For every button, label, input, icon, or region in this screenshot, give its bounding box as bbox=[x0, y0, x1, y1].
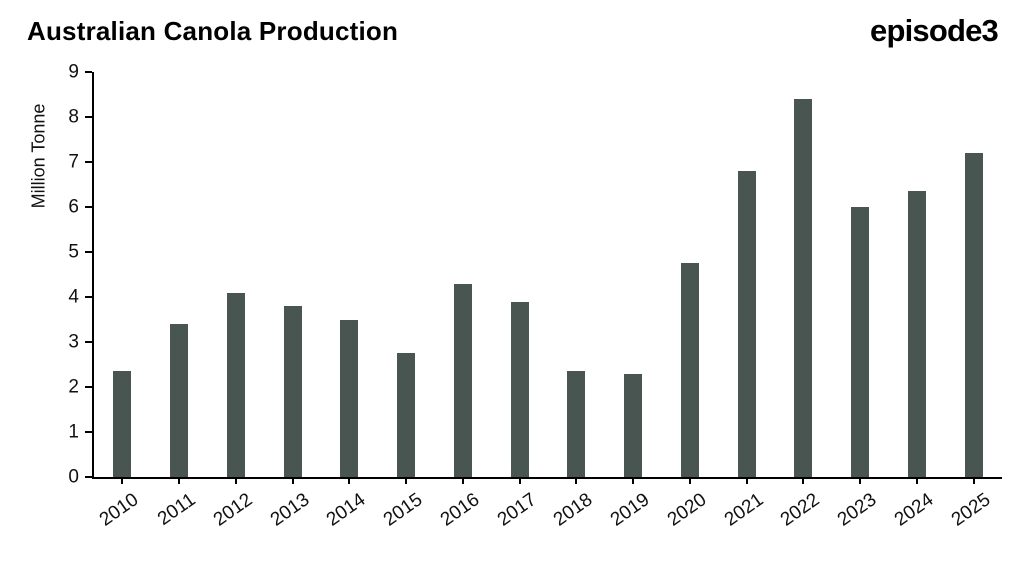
x-tick-label: 2011 bbox=[154, 489, 200, 530]
y-tick-mark bbox=[85, 251, 92, 253]
x-tick-label: 2024 bbox=[890, 489, 938, 531]
y-tick-label: 9 bbox=[68, 61, 79, 83]
x-tick-mark bbox=[915, 477, 918, 484]
bar-2010 bbox=[113, 371, 132, 477]
x-tick-label: 2015 bbox=[379, 489, 427, 531]
y-tick-mark bbox=[85, 71, 92, 73]
y-tick-mark bbox=[85, 161, 92, 163]
x-tick-label: 2019 bbox=[606, 489, 654, 531]
episode3-logo: episode3 bbox=[870, 13, 999, 48]
y-tick-label: 7 bbox=[68, 151, 79, 173]
x-tick-mark bbox=[518, 477, 521, 484]
y-tick-mark bbox=[85, 116, 92, 119]
y-tick-mark bbox=[85, 296, 92, 299]
bar-2024 bbox=[907, 191, 926, 477]
x-tick-label: 2022 bbox=[777, 489, 824, 531]
y-tick-label: 5 bbox=[68, 241, 79, 263]
x-tick-mark bbox=[348, 477, 351, 484]
x-tick-label: 2020 bbox=[663, 489, 711, 531]
x-tick-mark bbox=[405, 477, 408, 484]
bar-2021 bbox=[737, 171, 756, 477]
y-tick-label: 1 bbox=[68, 421, 79, 443]
bar-2014 bbox=[340, 319, 359, 477]
y-axis-title: Million Tonne bbox=[28, 103, 49, 209]
x-tick-mark bbox=[745, 477, 748, 484]
x-tick-mark bbox=[575, 477, 578, 484]
bar-2011 bbox=[170, 324, 189, 477]
y-tick-label: 2 bbox=[68, 376, 79, 398]
y-tick-label: 8 bbox=[68, 106, 79, 128]
y-tick-mark bbox=[85, 431, 92, 434]
x-tick-label: 2013 bbox=[266, 489, 314, 531]
y-tick-mark bbox=[85, 341, 92, 344]
y-tick-mark bbox=[85, 476, 92, 478]
x-tick-label: 2014 bbox=[323, 489, 370, 531]
chart-title: Australian Canola Production bbox=[27, 16, 399, 46]
x-tick-label: 2023 bbox=[833, 489, 881, 531]
y-tick-label: 6 bbox=[68, 196, 79, 218]
bar-2015 bbox=[397, 353, 416, 477]
x-tick-mark bbox=[802, 477, 805, 484]
x-tick-mark bbox=[121, 477, 124, 484]
x-tick-label: 2016 bbox=[436, 489, 484, 531]
y-tick-mark bbox=[85, 386, 92, 389]
bar-2022 bbox=[794, 99, 813, 477]
x-tick-label: 2025 bbox=[947, 489, 995, 531]
x-tick-label: 2010 bbox=[96, 489, 143, 531]
x-tick-label: 2017 bbox=[493, 489, 541, 531]
bar-2019 bbox=[624, 373, 643, 477]
x-tick-label: 2018 bbox=[550, 489, 597, 531]
bar-2012 bbox=[226, 292, 245, 477]
bar-2013 bbox=[283, 306, 302, 477]
bar-2023 bbox=[851, 207, 870, 477]
y-tick-label: 0 bbox=[68, 466, 79, 488]
x-tick-mark bbox=[178, 477, 181, 484]
x-tick-mark bbox=[688, 477, 691, 484]
x-tick-mark bbox=[291, 477, 294, 484]
x-tick-mark bbox=[461, 477, 464, 484]
bar-2020 bbox=[680, 263, 699, 477]
y-tick-label: 3 bbox=[68, 331, 79, 353]
x-tick-mark bbox=[972, 477, 975, 484]
x-tick-mark bbox=[632, 477, 635, 484]
bar-2025 bbox=[964, 153, 983, 477]
bar-2018 bbox=[567, 371, 586, 477]
y-tick-label: 4 bbox=[68, 286, 79, 308]
bar-2017 bbox=[510, 301, 529, 477]
x-tick-mark bbox=[234, 477, 237, 484]
bar-2016 bbox=[453, 283, 472, 477]
x-tick-mark bbox=[859, 477, 862, 484]
plot-area: 0 1 2 3 4 5 6 7 8 9 2010 2011 2012 2013 2014 2015 2016 20… bbox=[68, 63, 1002, 531]
x-tick-label: 2012 bbox=[209, 489, 257, 531]
x-tick-label: 2021 bbox=[720, 489, 768, 531]
y-tick-mark bbox=[85, 206, 92, 209]
